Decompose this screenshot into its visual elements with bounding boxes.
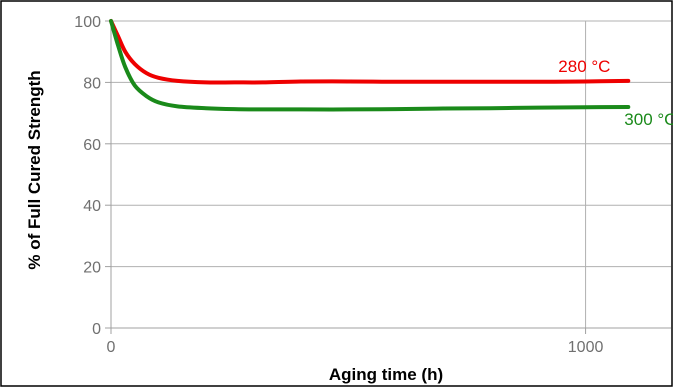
- y-tick-label: 100: [74, 14, 101, 31]
- y-tick-label: 20: [83, 260, 101, 277]
- series-lines: [109, 19, 631, 112]
- series-label-1: 300 °C: [624, 110, 673, 129]
- x-tick-label: 0: [107, 339, 116, 356]
- series-line-0: [109, 19, 631, 85]
- y-tick-label: 40: [83, 198, 101, 215]
- x-tick-label: 1000: [568, 339, 604, 356]
- grid-lines: [111, 20, 671, 328]
- y-tick-label: 80: [83, 75, 101, 92]
- y-axis-label: % of Full Cured Strength: [25, 70, 44, 269]
- x-axis-label: Aging time (h): [329, 365, 443, 384]
- series-labels: 280 °C 300 °C: [558, 57, 673, 129]
- series-label-0: 280 °C: [558, 57, 610, 76]
- y-tick-label: 0: [92, 321, 101, 338]
- axes: [105, 20, 671, 334]
- y-tick-label: 60: [83, 137, 101, 154]
- series-line-1: [109, 19, 631, 112]
